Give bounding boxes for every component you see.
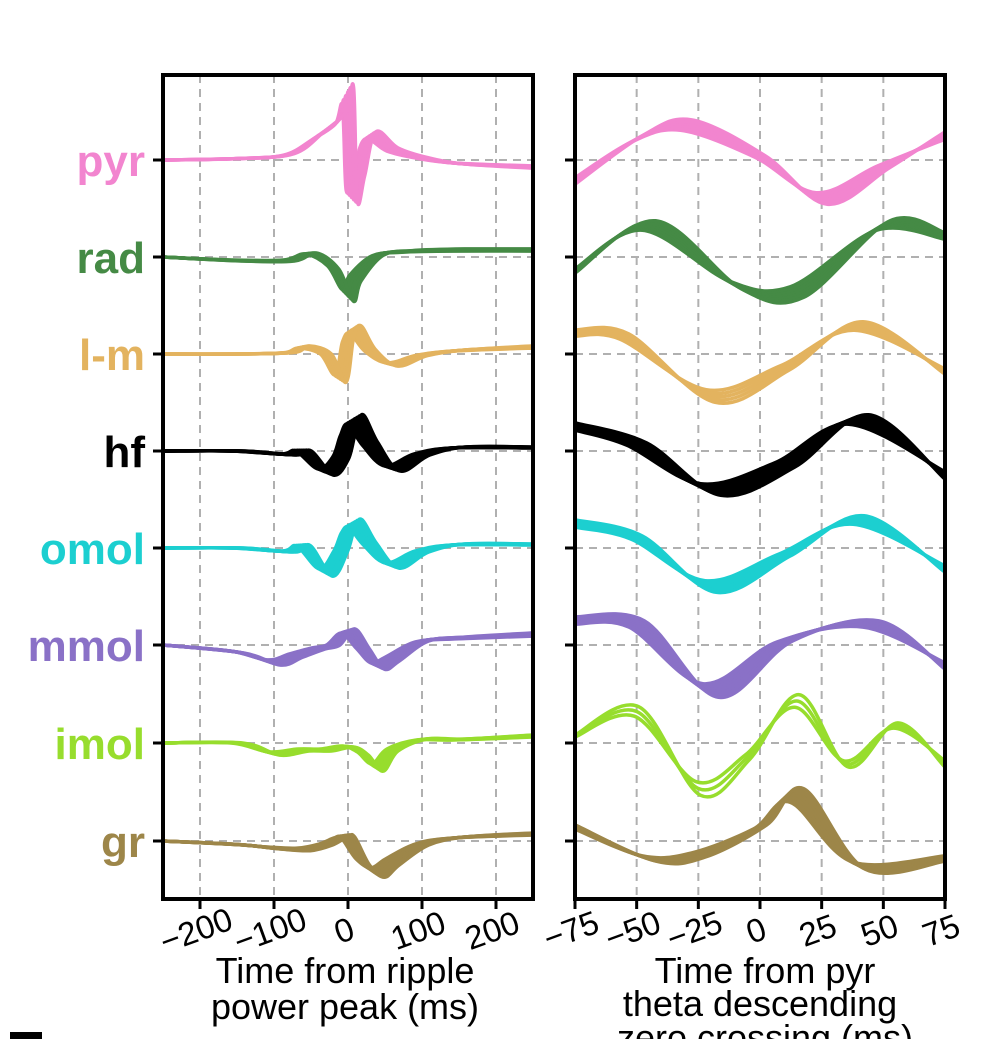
left-yticks (153, 158, 163, 843)
right-trace-row2-0 (574, 328, 946, 393)
right-trace-row6-2 (574, 692, 947, 799)
right-xtick-label-0: −75 (538, 903, 603, 957)
row-label-pyr: pyr (77, 137, 145, 186)
right-trace-row4-5 (574, 514, 947, 595)
right-trace-row2-4 (574, 320, 946, 405)
left-trace-row2-5 (162, 323, 534, 384)
row-label-imol: imol (55, 720, 145, 769)
right-trace-row1-6 (573, 215, 946, 305)
left-panel: −200−100 0 100 200 pyrradl-mhfomolmmolimolg… (28, 73, 535, 1027)
row-label-omol: omol (40, 525, 145, 574)
left-trace-row4-6 (162, 517, 534, 578)
left-xlabel-line1: Time from ripple (216, 950, 475, 991)
row-label-l-m: l-m (79, 331, 145, 380)
right-trace-row0-5 (573, 117, 946, 207)
left-xlabel-line2: power peak (ms) (211, 986, 479, 1027)
right-trace-row3-9 (574, 413, 947, 498)
right-trace-row7-6 (574, 785, 946, 875)
right-xlabel-line1: Time from pyr (655, 950, 876, 991)
left-trace-row0-5 (162, 82, 534, 207)
left-trace-row7-6 (162, 831, 534, 879)
right-trace-row2-1 (574, 326, 946, 396)
panel-letter-fragment (10, 1032, 42, 1039)
left-trace-row3-7 (162, 412, 534, 477)
right-trace-row2-3 (574, 322, 946, 402)
row-label-gr: gr (101, 818, 145, 867)
left-xtick-label-3: 100 (386, 903, 450, 957)
left-trace-row1-5 (162, 247, 534, 304)
right-xticks: −75−50−25 0 25 50 75 (538, 899, 965, 957)
left-xtick-label-4: 200 (460, 903, 524, 957)
right-panel: −75−50−25 0 25 50 75 Time from pyr theta des… (538, 73, 965, 1039)
right-xlabel-line2: theta descending (623, 983, 897, 1024)
right-traces (573, 117, 947, 875)
right-trace-row2-2 (574, 324, 946, 399)
right-xtick-label-5: 50 (856, 907, 903, 954)
right-xtick-label-4: 25 (794, 907, 841, 954)
left-trace-row5-6 (162, 627, 534, 672)
row-label-hf: hf (103, 428, 145, 477)
left-xtick-label-2: 0 (329, 910, 359, 951)
row-label-mmol: mmol (28, 622, 145, 671)
right-xtick-label-3: 0 (741, 910, 771, 951)
row-labels: pyr rad l-m hf omol mmol imol gr (28, 137, 146, 867)
right-xlabel-line3: zero crossing (ms) (617, 1017, 913, 1039)
left-grid (163, 75, 533, 899)
right-yticks (565, 158, 575, 843)
left-traces (162, 82, 534, 879)
row-label-rad: rad (77, 234, 145, 283)
left-trace-row6-5 (162, 733, 534, 773)
right-xtick-label-6: 75 (917, 907, 964, 954)
right-trace-row5-7 (574, 612, 947, 700)
